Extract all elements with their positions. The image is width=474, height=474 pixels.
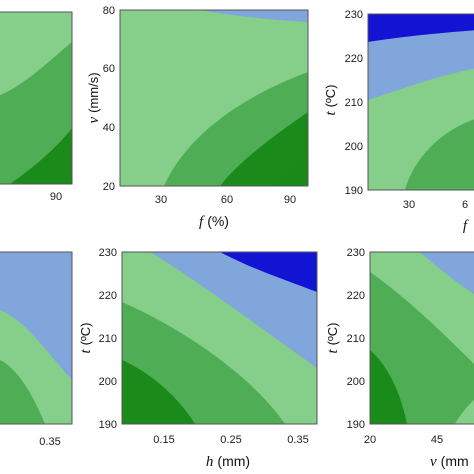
contour-plot-6-svg: 190 200 210 220 230 t(ºC) 20 45 v (mm: [325, 247, 474, 470]
x-axis: 30 60 90 f (%): [155, 194, 296, 230]
contour-plot-6: 190 200 210 220 230 t(ºC) 20 45 v (mm: [325, 240, 474, 474]
contour-plot-1: 90: [0, 0, 80, 215]
contour-region-midgreen: [0, 360, 45, 424]
y-tick-label: 60: [103, 63, 115, 75]
plot-area: [367, 13, 474, 191]
plot-area: [121, 251, 318, 425]
x-axis-label: f: [463, 218, 469, 234]
contour-region-lightblue: [0, 252, 72, 380]
x-axis: 20 45 v (mm: [364, 434, 469, 470]
y-axis-label: t(ºC): [323, 85, 339, 116]
y-tick-label: 40: [103, 122, 115, 134]
contour-region-lightgreen: [455, 399, 474, 424]
x-tick-label: 90: [284, 194, 296, 206]
contour-region-darkblue: [368, 14, 474, 42]
y-tick-label: 220: [347, 290, 365, 302]
x-tick-label: 20: [364, 434, 376, 446]
y-tick-label: 200: [345, 141, 363, 153]
y-tick-label: 210: [347, 333, 365, 345]
contour-plot-1-svg: 90: [0, 11, 73, 203]
y-tick-label: 190: [345, 185, 363, 197]
y-tick-label: 200: [99, 376, 117, 388]
contour-plot-2: 20 40 60 80 v(mm/s) 30 60 90 f (%): [80, 0, 325, 240]
plot-frame: [369, 251, 474, 425]
x-axis-label: f (%): [199, 213, 229, 230]
contour-region-darkgreen-core: [276, 155, 308, 186]
contour-plot-5: 190 200 210 220 230 t(ºC) 0.15 0.25 0.35…: [78, 240, 325, 474]
contour-region-lightblue: [420, 252, 474, 295]
x-axis: 0.15 0.25 0.35 h (mm): [153, 434, 308, 470]
x-tick-label: 0.25: [220, 434, 241, 446]
x-tick-label: 6: [462, 199, 468, 211]
y-tick-label: 20: [103, 181, 115, 193]
contour-region-darkgreen: [220, 112, 308, 186]
contour-region-darkgreen: [10, 128, 72, 184]
x-tick-label: 0.35: [39, 436, 60, 448]
y-tick-label: 190: [347, 419, 365, 431]
plot-area: [119, 9, 309, 187]
y-axis-label: t(ºC): [78, 323, 94, 354]
y-tick-label: 220: [99, 290, 117, 302]
y-tick-label: 210: [99, 333, 117, 345]
x-tick-label: 60: [221, 194, 233, 206]
contour-region-darkgreen: [122, 360, 195, 424]
contour-region-darkblue: [220, 252, 317, 292]
plot-frame: [0, 11, 73, 185]
y-axis: 20 40 60 80 v(mm/s): [86, 5, 115, 193]
y-axis: 190 200 210 220 230 t(ºC): [325, 247, 365, 431]
x-axis: 30 6 f: [403, 199, 469, 234]
contour-region-lightblue: [200, 10, 308, 22]
y-tick-label: 210: [345, 97, 363, 109]
plot-area: [369, 251, 474, 425]
x-tick-label: 30: [155, 194, 167, 206]
y-tick-label: 80: [103, 5, 115, 17]
x-axis-label: h (mm): [206, 453, 250, 470]
plot-frame: [121, 251, 318, 425]
contour-region-lightblue: [150, 252, 317, 368]
y-axis-label: t(ºC): [325, 323, 341, 354]
y-axis-label: v(mm/s): [86, 72, 102, 123]
y-tick-label: 200: [347, 376, 365, 388]
contour-plot-2-svg: 20 40 60 80 v(mm/s) 30 60 90 f (%): [86, 5, 309, 230]
x-tick-label: 0.35: [287, 434, 308, 446]
contour-plot-3-svg: 190 200 210 220 230 t(ºC) 30 6 f: [323, 9, 474, 234]
contour-plot-4: 0.35: [0, 240, 80, 474]
plot-area: [0, 11, 73, 185]
plot-frame: [0, 251, 73, 425]
y-axis: 190 200 210 220 230 t(ºC): [323, 9, 363, 197]
contour-region-darkgreen: [370, 350, 407, 424]
contour-region-midgreen: [370, 272, 474, 424]
contour-region-midgreen: [405, 119, 474, 190]
plot-frame: [367, 13, 474, 191]
y-tick-label: 230: [345, 9, 363, 21]
y-tick-label: 190: [99, 419, 117, 431]
x-tick-label: 0.15: [153, 434, 174, 446]
x-tick-label: 30: [403, 199, 415, 211]
x-tick-label: 45: [431, 434, 443, 446]
contour-plot-3: 190 200 210 220 230 t(ºC) 30 6 f: [323, 0, 474, 240]
y-tick-label: 230: [99, 247, 117, 259]
y-tick-label: 220: [345, 53, 363, 65]
contour-plot-4-svg: 0.35: [0, 251, 73, 448]
x-tick-label: 90: [50, 191, 62, 203]
y-tick-label: 230: [347, 247, 365, 259]
x-axis-label: v (mm: [430, 453, 469, 470]
contour-region-lightgreen: [0, 12, 30, 60]
contour-plot-5-svg: 190 200 210 220 230 t(ºC) 0.15 0.25 0.35…: [78, 247, 318, 470]
plot-frame: [119, 9, 309, 187]
y-axis: 190 200 210 220 230 t(ºC): [78, 247, 117, 431]
plot-area: [0, 251, 73, 425]
